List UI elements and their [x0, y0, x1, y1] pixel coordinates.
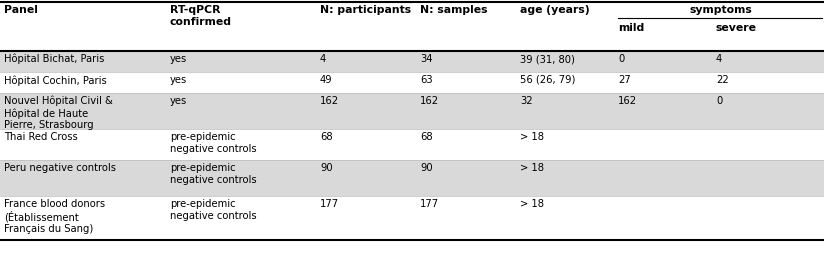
Text: Hôpital Cochin, Paris: Hôpital Cochin, Paris [4, 75, 107, 85]
Text: age (years): age (years) [520, 5, 590, 15]
Text: 27: 27 [618, 75, 630, 85]
Text: pre-epidemic
negative controls: pre-epidemic negative controls [170, 199, 256, 221]
Text: 90: 90 [320, 163, 333, 173]
Text: 4: 4 [716, 54, 723, 64]
Text: Peru negative controls: Peru negative controls [4, 163, 116, 173]
Text: 56 (26, 79): 56 (26, 79) [520, 75, 575, 85]
Bar [0, 160, 824, 196]
Text: France blood donors
(Établissement
Français du Sang): France blood donors (Établissement Franç… [4, 199, 105, 234]
Bar [0, 72, 824, 93]
Bar [0, 129, 824, 160]
Text: 90: 90 [420, 163, 433, 173]
Text: 34: 34 [420, 54, 433, 64]
Text: yes: yes [170, 75, 187, 85]
Text: 162: 162 [618, 96, 637, 106]
Text: 49: 49 [320, 75, 333, 85]
Text: 4: 4 [320, 54, 326, 64]
Text: mild: mild [618, 23, 644, 33]
Text: yes: yes [170, 54, 187, 64]
Text: Nouvel Hôpital Civil &
Hôpital de Haute
Pierre, Strasbourg: Nouvel Hôpital Civil & Hôpital de Haute … [4, 96, 113, 130]
Bar [0, 51, 824, 72]
Text: 0: 0 [716, 96, 723, 106]
Text: 22: 22 [716, 75, 728, 85]
Text: > 18: > 18 [520, 199, 544, 209]
Text: symptoms: symptoms [690, 5, 752, 15]
Text: severe: severe [716, 23, 757, 33]
Text: Thai Red Cross: Thai Red Cross [4, 132, 77, 142]
Text: RT-qPCR
confirmed: RT-qPCR confirmed [170, 5, 232, 27]
Text: 177: 177 [320, 199, 339, 209]
Text: pre-epidemic
negative controls: pre-epidemic negative controls [170, 163, 256, 185]
Text: N: participants: N: participants [320, 5, 411, 15]
Text: yes: yes [170, 96, 187, 106]
Text: pre-epidemic
negative controls: pre-epidemic negative controls [170, 132, 256, 154]
Text: 39 (31, 80): 39 (31, 80) [520, 54, 575, 64]
Text: > 18: > 18 [520, 132, 544, 142]
Text: 162: 162 [420, 96, 439, 106]
Text: 68: 68 [420, 132, 433, 142]
Text: 68: 68 [320, 132, 333, 142]
Text: Hôpital Bichat, Paris: Hôpital Bichat, Paris [4, 54, 105, 64]
Text: 63: 63 [420, 75, 433, 85]
Bar [0, 93, 824, 129]
Text: > 18: > 18 [520, 163, 544, 173]
Text: 162: 162 [320, 96, 339, 106]
Bar [0, 196, 824, 240]
Text: 0: 0 [618, 54, 625, 64]
Text: 177: 177 [420, 199, 439, 209]
Text: N: samples: N: samples [420, 5, 488, 15]
Text: Panel: Panel [4, 5, 38, 15]
Text: 32: 32 [520, 96, 532, 106]
